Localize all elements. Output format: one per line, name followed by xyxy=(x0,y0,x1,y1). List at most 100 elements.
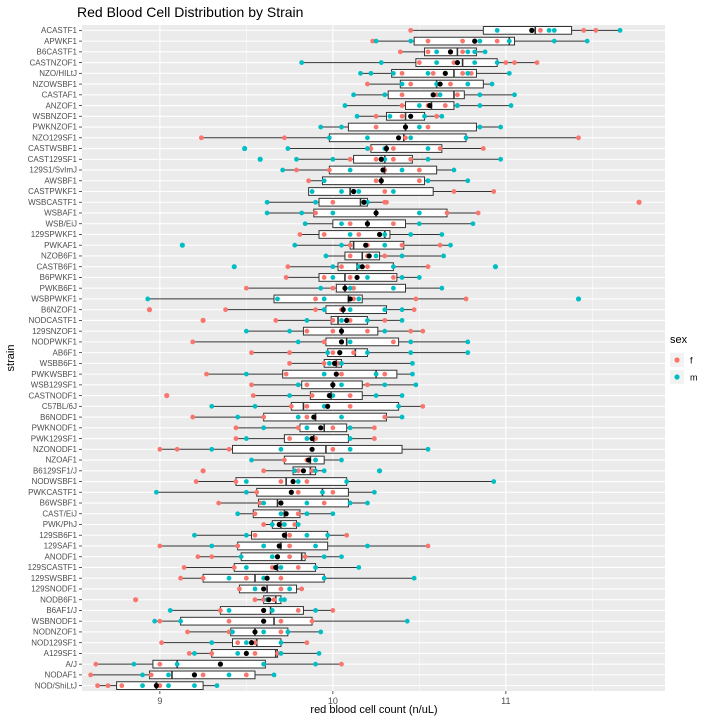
point-female xyxy=(371,436,377,441)
mean-point xyxy=(383,145,390,152)
point-female xyxy=(278,479,284,484)
box xyxy=(325,305,387,315)
mean-point xyxy=(442,70,448,76)
point-male xyxy=(584,38,590,44)
y-tick-label: 129SAF1 xyxy=(44,542,78,551)
mean-point xyxy=(261,618,267,624)
point-male xyxy=(416,221,422,227)
mean-point xyxy=(283,511,289,517)
box xyxy=(283,455,325,465)
mean-point xyxy=(290,478,296,485)
y-tick-label: ACASTF1 xyxy=(41,26,78,35)
mean-point xyxy=(363,242,369,248)
point-male xyxy=(399,318,405,323)
point-female xyxy=(278,618,284,624)
point-male xyxy=(280,167,286,173)
strain-row xyxy=(216,498,370,508)
point-female xyxy=(257,500,263,506)
box xyxy=(257,498,349,508)
point-male xyxy=(365,135,370,141)
point-female xyxy=(209,651,215,656)
point-female xyxy=(593,27,599,33)
point-female xyxy=(287,532,292,538)
point-male xyxy=(140,683,145,689)
strain-row xyxy=(231,262,499,272)
point-female xyxy=(491,189,497,194)
point-female xyxy=(416,60,422,65)
point-female xyxy=(304,382,310,388)
point-female xyxy=(512,60,517,65)
point-male xyxy=(226,575,232,581)
point-male xyxy=(347,167,353,173)
point-male xyxy=(425,446,431,452)
point-female xyxy=(235,543,241,549)
point-male xyxy=(321,468,327,474)
x-tick-label: 11 xyxy=(501,696,510,706)
point-female xyxy=(399,103,405,108)
mean-point xyxy=(378,178,384,184)
point-female xyxy=(347,275,353,280)
point-female xyxy=(444,210,450,216)
point-male xyxy=(320,489,325,495)
mean-point xyxy=(300,468,307,474)
point-female xyxy=(373,178,379,184)
point-female xyxy=(408,81,414,87)
strain-row xyxy=(190,337,471,347)
point-male xyxy=(399,275,405,280)
y-tick-label: APWKF1 xyxy=(44,37,77,46)
point-female xyxy=(204,371,209,377)
box xyxy=(152,659,266,669)
point-male xyxy=(243,371,249,377)
point-male xyxy=(235,511,241,517)
point-male xyxy=(304,532,310,538)
point-female xyxy=(420,328,426,334)
point-female xyxy=(304,640,310,646)
y-tick-label: A/J xyxy=(65,660,77,669)
point-female xyxy=(373,156,379,162)
point-female xyxy=(330,318,336,323)
strain-row xyxy=(233,434,377,443)
point-female xyxy=(330,328,336,334)
point-female xyxy=(216,500,222,506)
strain-row xyxy=(342,101,514,110)
point-female xyxy=(217,608,223,613)
point-male xyxy=(304,318,310,323)
point-male xyxy=(482,49,488,55)
point-male xyxy=(323,253,329,259)
point-male xyxy=(382,382,388,388)
point-male xyxy=(261,629,267,635)
mean-point xyxy=(395,135,402,141)
box xyxy=(252,509,301,519)
y-tick-label: NODCASTF1 xyxy=(29,316,78,325)
mean-point xyxy=(402,124,409,130)
point-female xyxy=(295,565,301,570)
point-female xyxy=(330,489,336,495)
point-female xyxy=(190,414,196,420)
point-male xyxy=(416,275,422,280)
y-tick-label: B6129SF1/J xyxy=(33,466,77,475)
mean-point xyxy=(354,274,360,281)
y-tick-label: NZONODF1 xyxy=(33,445,78,454)
point-male xyxy=(365,318,370,323)
point-female xyxy=(288,403,294,409)
strain-row xyxy=(257,154,504,164)
point-male xyxy=(261,500,267,506)
legend-swatch-female xyxy=(674,357,680,363)
y-tick-label: AB6F1 xyxy=(53,348,78,357)
y-tick-label: NODNZOF1 xyxy=(33,628,78,637)
mean-point xyxy=(437,81,443,87)
point-female xyxy=(226,446,232,452)
point-female xyxy=(200,575,206,581)
point-female xyxy=(321,500,327,506)
point-female xyxy=(157,543,163,549)
point-female xyxy=(408,328,414,334)
point-female xyxy=(330,285,336,291)
point-female xyxy=(347,403,353,409)
mean-point xyxy=(427,102,433,109)
point-male xyxy=(313,199,318,205)
point-female xyxy=(347,221,353,227)
point-female xyxy=(249,350,254,356)
mean-point xyxy=(278,500,284,506)
point-male xyxy=(304,425,310,431)
